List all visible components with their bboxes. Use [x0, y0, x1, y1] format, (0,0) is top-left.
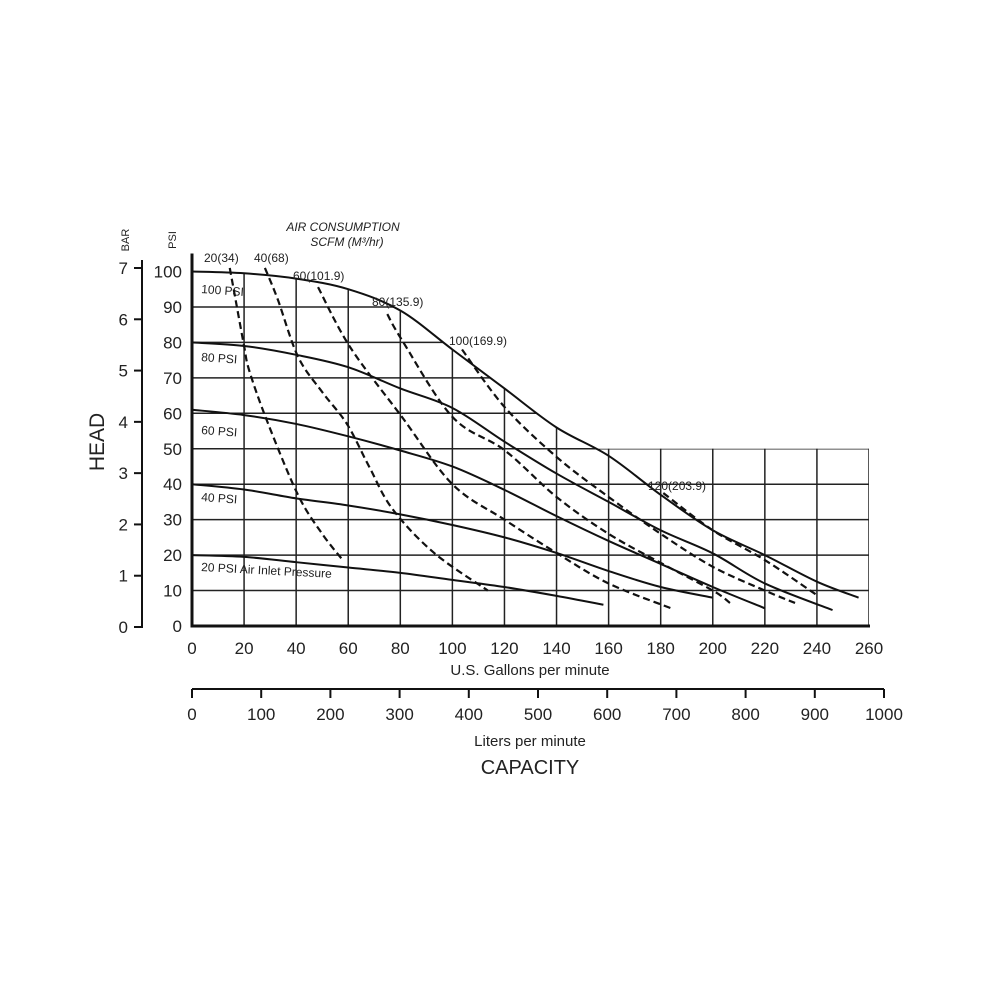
pressure-curve-label: 60 PSI	[201, 423, 238, 439]
bar-tick-label: 6	[119, 310, 128, 329]
y-axis-title: HEAD	[86, 413, 109, 471]
psi-axis-units: PSI	[167, 231, 179, 249]
gpm-tick-label: 140	[542, 639, 570, 658]
pressure-curve	[191, 270, 859, 599]
air-consumption-curve	[662, 492, 818, 597]
psi-tick-label: 70	[163, 369, 182, 388]
bar-tick-label: 1	[119, 567, 128, 586]
lpm-tick-label: 200	[316, 705, 344, 724]
psi-tick-label: 60	[163, 404, 182, 423]
bar-tick-label: 5	[119, 362, 128, 381]
lpm-tick-label: 600	[593, 705, 621, 724]
air-consumption-curve	[263, 267, 489, 592]
bar-tick-label: 0	[119, 618, 128, 637]
gpm-tick-label: 180	[647, 639, 675, 658]
bar-tick-label: 3	[119, 464, 128, 483]
pressure-curve-label: 20 PSI Air Inlet Pressure	[201, 560, 333, 581]
curves: 100 PSI 80 PSI 60 PSI 40 PSI 20 PSI Air Inle…	[191, 251, 859, 611]
air-consumption-curve	[228, 267, 344, 562]
air-consumption-label: 100(169.9)	[449, 334, 507, 348]
gpm-tick-label: 60	[339, 639, 358, 658]
air-consumption-title: AIR CONSUMPTION	[285, 220, 400, 234]
lpm-tick-label: 500	[524, 705, 552, 724]
lpm-tick-label: 100	[247, 705, 275, 724]
x2-axis-title: Liters per minute	[474, 733, 586, 750]
bar-tick-label: 2	[119, 515, 128, 534]
gpm-tick-label: 160	[594, 639, 622, 658]
air-consumption-label: 60(101.9)	[293, 269, 344, 283]
lpm-tick-label: 700	[662, 705, 690, 724]
x-axis-title: U.S. Gallons per minute	[450, 662, 609, 679]
tick-labels: 0 20 40 60 80 100 120 140 160 180 200 220 240 2600102…	[119, 259, 903, 724]
pressure-curve	[191, 554, 604, 606]
pressure-curve-label: 40 PSI	[201, 490, 238, 506]
psi-tick-label: 90	[163, 298, 182, 317]
psi-tick-label: 80	[163, 333, 182, 352]
gpm-tick-label: 220	[751, 639, 779, 658]
psi-tick-label: 20	[163, 546, 182, 565]
bar-axis-units: BAR	[120, 229, 132, 252]
axes	[134, 253, 885, 698]
gpm-tick-label: 100	[438, 639, 466, 658]
psi-tick-label: 50	[163, 440, 182, 459]
pressure-curve-label: 80 PSI	[201, 350, 238, 366]
air-consumption-label: 120(203.9)	[648, 479, 706, 493]
lpm-tick-label: 1000	[865, 705, 903, 724]
air-consumption-curve	[461, 348, 796, 604]
lpm-tick-label: 900	[801, 705, 829, 724]
gpm-tick-label: 20	[235, 639, 254, 658]
air-consumption-label: 80(135.9)	[372, 295, 423, 309]
capacity-caption: CAPACITY	[481, 757, 580, 779]
bar-tick-label: 7	[119, 259, 128, 278]
lpm-tick-label: 400	[455, 705, 483, 724]
psi-tick-label: 0	[173, 617, 182, 636]
bar-tick-label: 4	[119, 413, 128, 432]
psi-tick-label: 10	[163, 582, 182, 601]
air-consumption-units: SCFM (M³/hr)	[310, 235, 383, 249]
lpm-tick-label: 0	[187, 705, 196, 724]
air-consumption-curve	[317, 286, 672, 610]
gpm-tick-label: 80	[391, 639, 410, 658]
gpm-tick-label: 120	[490, 639, 518, 658]
gpm-tick-label: 260	[855, 639, 883, 658]
air-consumption-label: 40(68)	[254, 251, 289, 265]
psi-tick-label: 40	[163, 475, 182, 494]
pressure-curve-label: 100 PSI	[201, 282, 245, 299]
psi-tick-label: 30	[163, 511, 182, 530]
air-consumption-label: 20(34)	[204, 251, 239, 265]
pressure-curve	[191, 483, 713, 599]
gpm-tick-label: 40	[287, 639, 306, 658]
lpm-tick-label: 800	[731, 705, 759, 724]
pressure-curve	[191, 408, 766, 610]
air-consumption-curve	[386, 313, 731, 604]
lpm-tick-label: 300	[385, 705, 413, 724]
gpm-tick-label: 240	[803, 639, 831, 658]
psi-tick-label: 100	[154, 263, 182, 282]
gpm-tick-label: 200	[699, 639, 727, 658]
gpm-tick-label: 0	[187, 639, 196, 658]
